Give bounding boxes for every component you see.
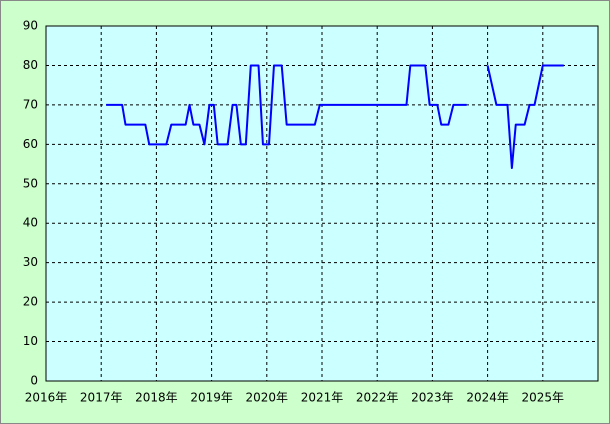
y-tick-label: 80 <box>23 58 38 72</box>
y-tick-label: 30 <box>23 255 38 269</box>
y-tick-label: 10 <box>23 334 38 348</box>
x-tick-label: 2016年 <box>25 391 68 405</box>
x-tick-label: 2022年 <box>356 391 399 405</box>
x-tick-label: 2024年 <box>466 391 509 405</box>
x-tick-label: 2019年 <box>190 391 233 405</box>
y-tick-label: 60 <box>23 137 38 151</box>
y-tick-label: 20 <box>23 295 38 309</box>
x-tick-label: 2025年 <box>522 391 565 405</box>
y-tick-label: 0 <box>30 374 38 388</box>
y-tick-label: 40 <box>23 216 38 230</box>
x-tick-label: 2021年 <box>301 391 344 405</box>
data-line <box>106 64 564 169</box>
x-tick-label: 2020年 <box>246 391 289 405</box>
y-tick-label: 90 <box>23 19 38 33</box>
y-tick-label: 70 <box>23 97 38 111</box>
x-tick-label: 2023年 <box>411 391 454 405</box>
x-tick-label: 2017年 <box>80 391 123 405</box>
x-tick-label: 2018年 <box>135 391 178 405</box>
y-tick-label: 50 <box>23 176 38 190</box>
